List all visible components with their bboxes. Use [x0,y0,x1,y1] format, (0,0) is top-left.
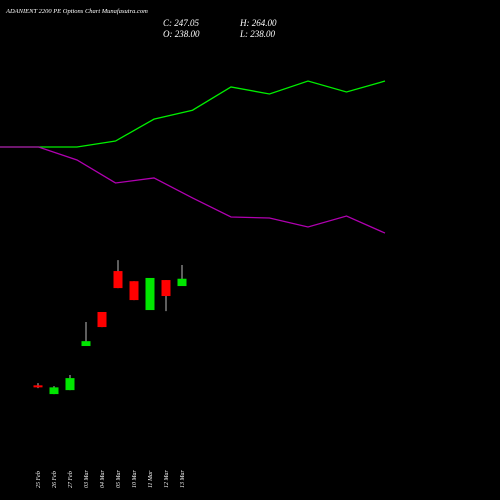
candle-body [33,385,43,388]
candle-body [49,387,59,395]
close-label: C: 247.05 [163,18,200,28]
x-tick-label: 10 Mar [132,470,138,488]
low-label: L: 238.00 [239,29,276,39]
indicator-line [0,146,386,234]
high-label: H: 264.00 [239,18,277,28]
open-label: O: 238.00 [163,29,200,39]
x-tick-label: 26 Feb [52,471,58,488]
candle-body [177,278,187,287]
x-tick-label: 12 Mar [164,470,170,488]
indicator-line [0,80,386,148]
x-tick-label: 25 Feb [36,471,42,488]
x-tick-label: 11 Mar [148,470,154,488]
x-tick-label: 05 Mar [116,470,122,488]
x-tick-label: 03 Mar [84,470,90,488]
candle-body [97,311,107,328]
candle-body [81,341,91,347]
x-tick-label: 27 Feb [68,471,74,488]
candle-body [161,280,171,297]
candle-body [145,277,155,311]
x-tick-label: 04 Mar [99,470,106,488]
candle-body [65,378,75,391]
candle-body [129,281,139,301]
chart-title: ADANIENT 2200 PE Options Chart Munafasut… [5,8,148,15]
x-tick-label: 13 Mar [180,470,186,488]
candle-body [113,271,123,289]
